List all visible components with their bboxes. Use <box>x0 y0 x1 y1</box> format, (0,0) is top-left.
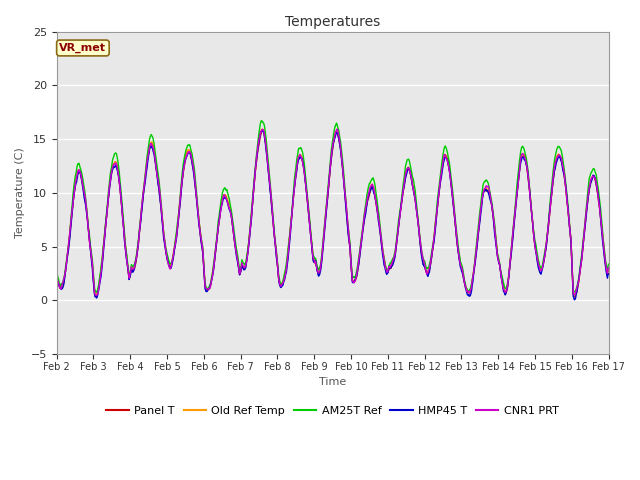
Panel T <box>605 267 612 273</box>
HMP45 T <box>491 231 499 237</box>
Old Ref Temp <box>258 126 266 132</box>
HMP45 T <box>540 261 547 267</box>
Text: VR_met: VR_met <box>60 43 106 53</box>
AM25T Ref <box>237 260 245 265</box>
HMP45 T <box>605 271 612 277</box>
AM25T Ref <box>176 198 184 204</box>
Panel T <box>53 274 61 279</box>
Old Ref Temp <box>540 260 547 266</box>
Old Ref Temp <box>53 273 61 279</box>
AM25T Ref <box>491 226 499 232</box>
Legend: Panel T, Old Ref Temp, AM25T Ref, HMP45 T, CNR1 PRT: Panel T, Old Ref Temp, AM25T Ref, HMP45 … <box>102 402 563 420</box>
Old Ref Temp <box>605 266 612 272</box>
AM25T Ref <box>258 118 266 123</box>
AM25T Ref <box>605 261 612 267</box>
Panel T <box>419 258 427 264</box>
HMP45 T <box>162 250 170 256</box>
CNR1 PRT <box>237 263 245 268</box>
AM25T Ref <box>419 255 427 261</box>
Old Ref Temp <box>571 293 579 299</box>
CNR1 PRT <box>540 259 548 265</box>
HMP45 T <box>175 209 183 215</box>
Line: Old Ref Temp: Old Ref Temp <box>57 129 609 296</box>
Panel T <box>92 294 100 300</box>
HMP45 T <box>237 266 245 272</box>
HMP45 T <box>419 259 426 265</box>
AM25T Ref <box>53 271 61 276</box>
CNR1 PRT <box>419 256 427 262</box>
Old Ref Temp <box>491 224 499 230</box>
CNR1 PRT <box>163 252 170 257</box>
CNR1 PRT <box>53 276 61 282</box>
AM25T Ref <box>540 255 548 261</box>
Panel T <box>237 264 245 270</box>
AM25T Ref <box>163 247 170 253</box>
CNR1 PRT <box>605 265 612 271</box>
Y-axis label: Temperature (C): Temperature (C) <box>15 147 25 238</box>
Line: HMP45 T: HMP45 T <box>57 131 609 300</box>
HMP45 T <box>571 297 579 303</box>
Line: Panel T: Panel T <box>57 131 609 297</box>
Panel T <box>491 228 499 234</box>
Panel T <box>259 128 267 133</box>
X-axis label: Time: Time <box>319 377 346 387</box>
CNR1 PRT <box>491 230 499 236</box>
Panel T <box>163 251 170 256</box>
Old Ref Temp <box>175 204 183 210</box>
CNR1 PRT <box>176 200 184 205</box>
Title: Temperatures: Temperatures <box>285 15 380 29</box>
HMP45 T <box>53 276 61 282</box>
HMP45 T <box>259 128 266 133</box>
Panel T <box>176 202 184 207</box>
CNR1 PRT <box>333 126 341 132</box>
AM25T Ref <box>92 289 100 295</box>
Panel T <box>540 259 548 264</box>
CNR1 PRT <box>92 293 100 299</box>
Line: AM25T Ref: AM25T Ref <box>57 120 609 292</box>
Old Ref Temp <box>419 255 426 261</box>
Old Ref Temp <box>237 265 245 271</box>
Line: CNR1 PRT: CNR1 PRT <box>57 129 609 296</box>
Old Ref Temp <box>162 249 170 255</box>
